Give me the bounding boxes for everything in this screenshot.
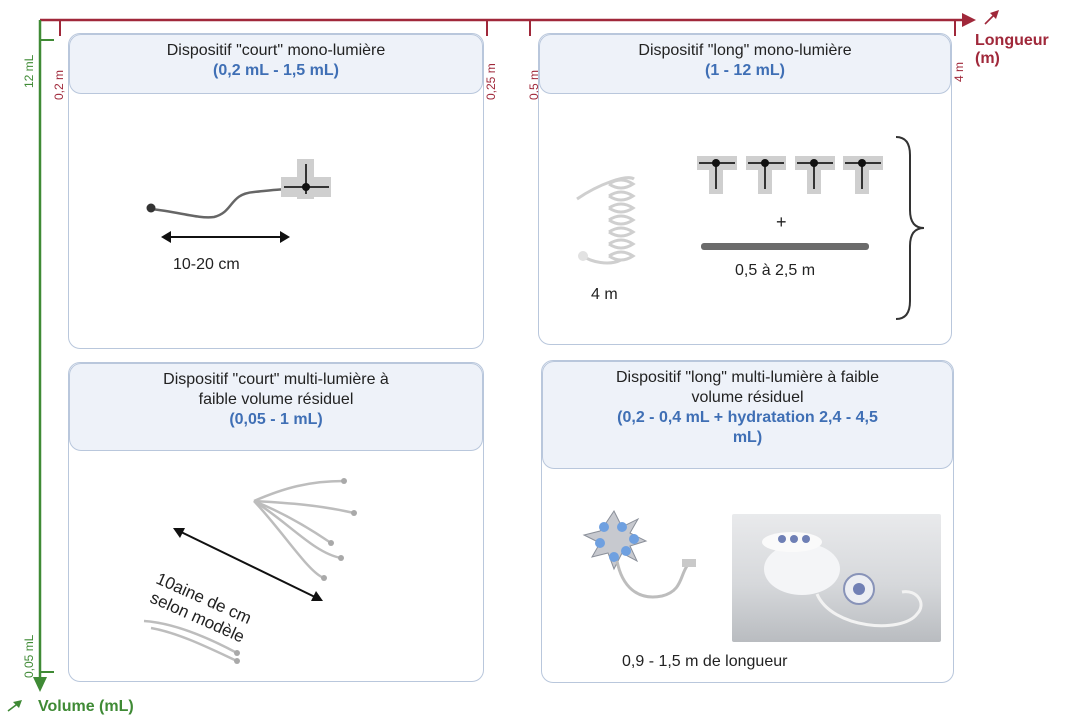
panel-title-line1: Dispositif "long" multi-lumière à faible (615, 369, 879, 386)
panel-volume: (0,2 mL - 1,5 mL) (213, 62, 339, 79)
long-multi-length-caption: 0,9 - 1,5 m de longueur (622, 653, 788, 670)
panel-title: Dispositif "long" mono-lumière (638, 42, 852, 59)
panel-short-multi: Dispositif "court" multi-lumière à faibl… (68, 362, 484, 682)
panel-long-multi: Dispositif "long" multi-lumière à faible… (541, 360, 954, 683)
y-axis-label: Volume (mL) (38, 698, 134, 715)
short-catheter-graphic (146, 159, 331, 243)
panel-header: Dispositif "long" multi-lumière à faible… (542, 361, 953, 469)
y-axis-arrow (33, 677, 47, 692)
long-mono-line-length: 0,5 à 2,5 m (735, 262, 816, 279)
x-axis-label: Longueur (975, 32, 1049, 49)
panel-long-mono: Dispositif "long" mono-lumière (1 - 12 m… (538, 33, 952, 345)
panel-volume: (1 - 12 mL) (704, 62, 785, 79)
panel-short-mono: Dispositif "court" mono-lumière (0,2 mL … (68, 33, 484, 349)
panel-title-line2: volume résiduel (691, 389, 804, 406)
x-axis-unit: (m) (975, 50, 1000, 67)
long-mono-coil-length: 4 m (591, 286, 618, 303)
x-tick-0-25m: 0,25 m (484, 63, 498, 100)
panel-header: Dispositif "long" mono-lumière (1 - 12 m… (539, 34, 951, 94)
y-tick-0-05ml: 0,05 mL (22, 634, 36, 678)
device-photo (732, 514, 941, 642)
long-mono-graphic (576, 136, 925, 320)
y-tick-12ml: 12 mL (22, 54, 36, 88)
panel-volume-line1: (0,2 - 0,4 mL + hydratation 2,4 - 4,5 (617, 409, 878, 426)
panel-title: Dispositif "court" mono-lumière (166, 42, 386, 59)
multi-connector-graphic (582, 510, 696, 599)
x-axis-arrow (962, 13, 976, 27)
panel-volume: (0,05 - 1 mL) (229, 411, 323, 428)
panel-volume-line2: mL) (732, 429, 763, 446)
x-tick-0-2m: 0,2 m (52, 69, 66, 100)
short-multi-graphic (143, 478, 357, 664)
panel-title-line2: faible volume résiduel (198, 391, 354, 408)
panel-header: Dispositif "court" mono-lumière (0,2 mL … (69, 34, 483, 94)
panel-title-line1: Dispositif "court" multi-lumière à (163, 371, 389, 388)
plus-sign: + (776, 212, 787, 232)
x-tick-4m: 4 m (952, 61, 966, 82)
panel-header: Dispositif "court" multi-lumière à faibl… (69, 363, 483, 451)
short-mono-measure: 10-20 cm (173, 256, 240, 273)
device-photo-graphic (762, 532, 923, 628)
